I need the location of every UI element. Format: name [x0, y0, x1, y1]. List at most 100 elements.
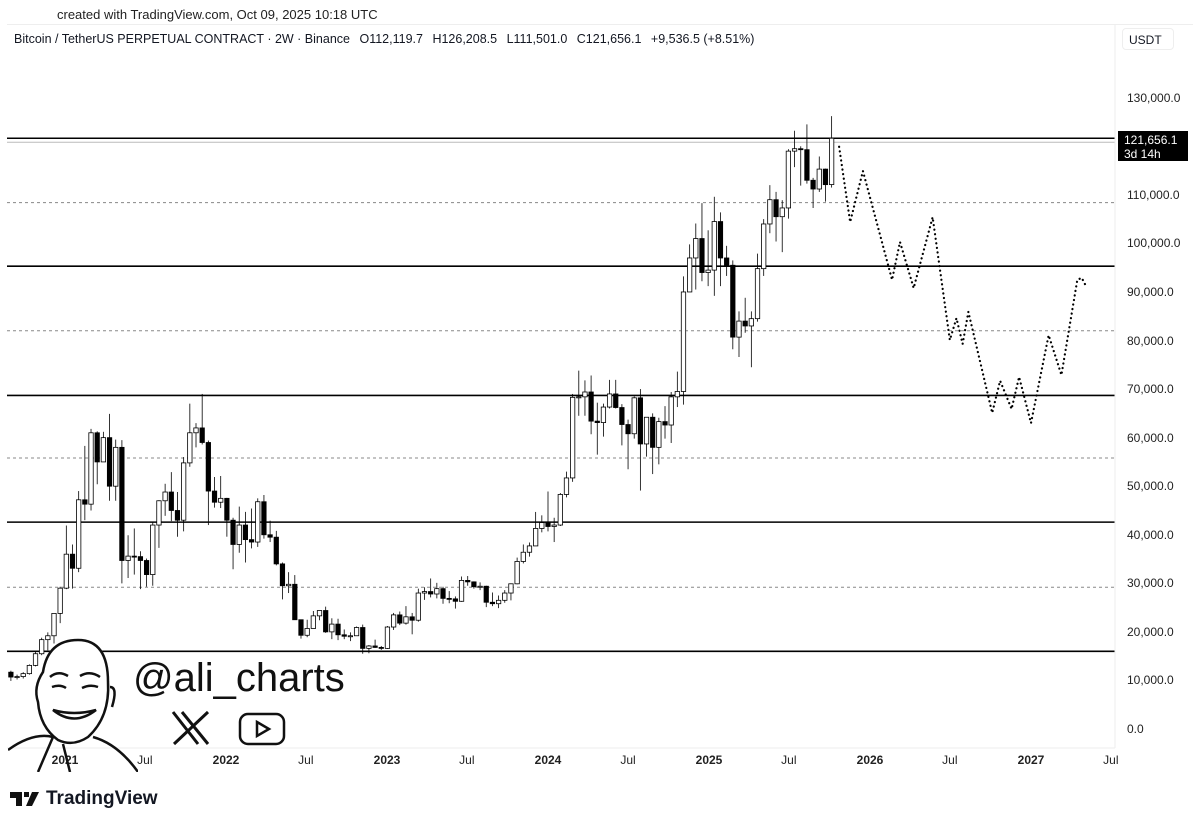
- candle-up: [162, 491, 168, 502]
- candle-down: [106, 437, 113, 487]
- tradingview-logo[interactable]: TradingView: [10, 788, 158, 810]
- candle-up: [63, 553, 69, 589]
- candle-up: [563, 477, 570, 495]
- candle-up: [286, 583, 292, 587]
- x-tick-label: 2025: [695, 753, 723, 767]
- ohlc-high: H126,208.5: [432, 32, 498, 46]
- candle-down: [465, 580, 471, 583]
- candle-up: [748, 318, 754, 327]
- candle-down: [804, 149, 810, 181]
- candle-up: [45, 635, 51, 641]
- candle-down: [205, 442, 211, 492]
- youtube-play-icon[interactable]: [238, 711, 288, 747]
- x-tick-label: Jul: [781, 753, 797, 767]
- candle-up: [304, 628, 310, 636]
- x-tick-label: Jul: [1103, 753, 1119, 767]
- candle-down: [248, 539, 255, 543]
- candle-up: [656, 421, 662, 448]
- candle-down: [341, 634, 347, 637]
- candle-down: [323, 610, 329, 633]
- candle-down: [335, 623, 341, 636]
- candle-down: [798, 148, 804, 151]
- candle-down: [724, 257, 730, 266]
- projection-path: [838, 145, 1089, 424]
- candle-down: [662, 421, 668, 426]
- candle-up: [403, 616, 409, 624]
- candle-down: [94, 432, 100, 463]
- candle-up: [26, 664, 32, 675]
- candle-up: [236, 524, 242, 545]
- candle-up: [674, 391, 680, 398]
- last-price-label: 121,656.1 3d 14h: [1118, 131, 1188, 161]
- candle-up: [514, 561, 520, 585]
- candle-down: [489, 601, 496, 605]
- candle-down: [119, 446, 125, 561]
- candle-down: [378, 647, 384, 649]
- candle-down: [773, 199, 779, 218]
- ohlc-open: O112,119.7: [359, 32, 423, 46]
- candle-up: [193, 427, 199, 434]
- candle-down: [742, 320, 748, 327]
- y-tick-label: 110,000.0: [1127, 187, 1180, 202]
- candle-down: [619, 407, 625, 425]
- candle-down: [594, 420, 600, 423]
- y-tick-label: 30,000.0: [1127, 576, 1174, 591]
- candle-up: [631, 397, 637, 435]
- candle-down: [625, 424, 631, 435]
- candle-up: [829, 137, 835, 185]
- candle-up: [415, 592, 421, 621]
- candle-up: [705, 269, 711, 273]
- candle-down: [613, 393, 619, 408]
- candle-up: [693, 238, 699, 259]
- x-logo-icon[interactable]: [170, 710, 212, 746]
- currency-button[interactable]: USDT: [1122, 28, 1174, 50]
- candle-down: [242, 524, 249, 541]
- candle-up: [477, 585, 483, 588]
- candle-down: [273, 536, 279, 565]
- candle-down: [699, 238, 705, 273]
- candle-down: [440, 588, 446, 599]
- candle-up: [791, 148, 798, 152]
- symbol-name[interactable]: Bitcoin / TetherUS PERPETUAL CONTRACT · …: [14, 32, 350, 46]
- created-with-text: created with TradingView.com, Oct 09, 20…: [57, 7, 378, 22]
- candle-up: [150, 524, 156, 575]
- candle-up: [582, 391, 588, 398]
- candle-up: [57, 587, 63, 614]
- candle-up: [366, 645, 372, 649]
- candle-up: [779, 207, 785, 218]
- candle-down: [8, 671, 14, 678]
- ohlc-change: +9,536.5 (+8.51%): [650, 32, 755, 46]
- ohlc-close: C121,656.1: [576, 32, 642, 46]
- x-tick-label: Jul: [137, 753, 153, 767]
- candle-up: [100, 437, 106, 463]
- candle-down: [174, 510, 181, 521]
- x-tick-label: 2026: [856, 753, 884, 767]
- candle-up: [353, 627, 360, 637]
- candle-down: [144, 560, 150, 575]
- y-tick-label: 100,000.0: [1127, 236, 1181, 251]
- candle-up: [754, 268, 761, 320]
- candle-up: [668, 396, 674, 426]
- candle-up: [316, 610, 323, 617]
- candle-down: [397, 614, 403, 624]
- candle-up: [88, 432, 94, 505]
- y-tick-label: 20,000.0: [1127, 624, 1174, 639]
- candle-up: [816, 168, 822, 190]
- candle-up: [384, 626, 391, 649]
- candle-down: [168, 491, 174, 511]
- last-price: 121,656.1: [1124, 133, 1178, 147]
- x-tick-label: 2024: [534, 753, 562, 767]
- candle-up: [495, 599, 502, 605]
- candle-down: [279, 563, 286, 587]
- candle-up: [785, 150, 791, 209]
- candle-down: [261, 501, 267, 536]
- candle-down: [545, 522, 551, 527]
- y-tick-label: 70,000.0: [1127, 382, 1174, 397]
- candle-up: [606, 393, 613, 408]
- candle-up: [51, 613, 57, 637]
- candle-down: [446, 597, 452, 600]
- y-tick-label: 0.0: [1127, 722, 1144, 736]
- candle-down: [199, 427, 205, 443]
